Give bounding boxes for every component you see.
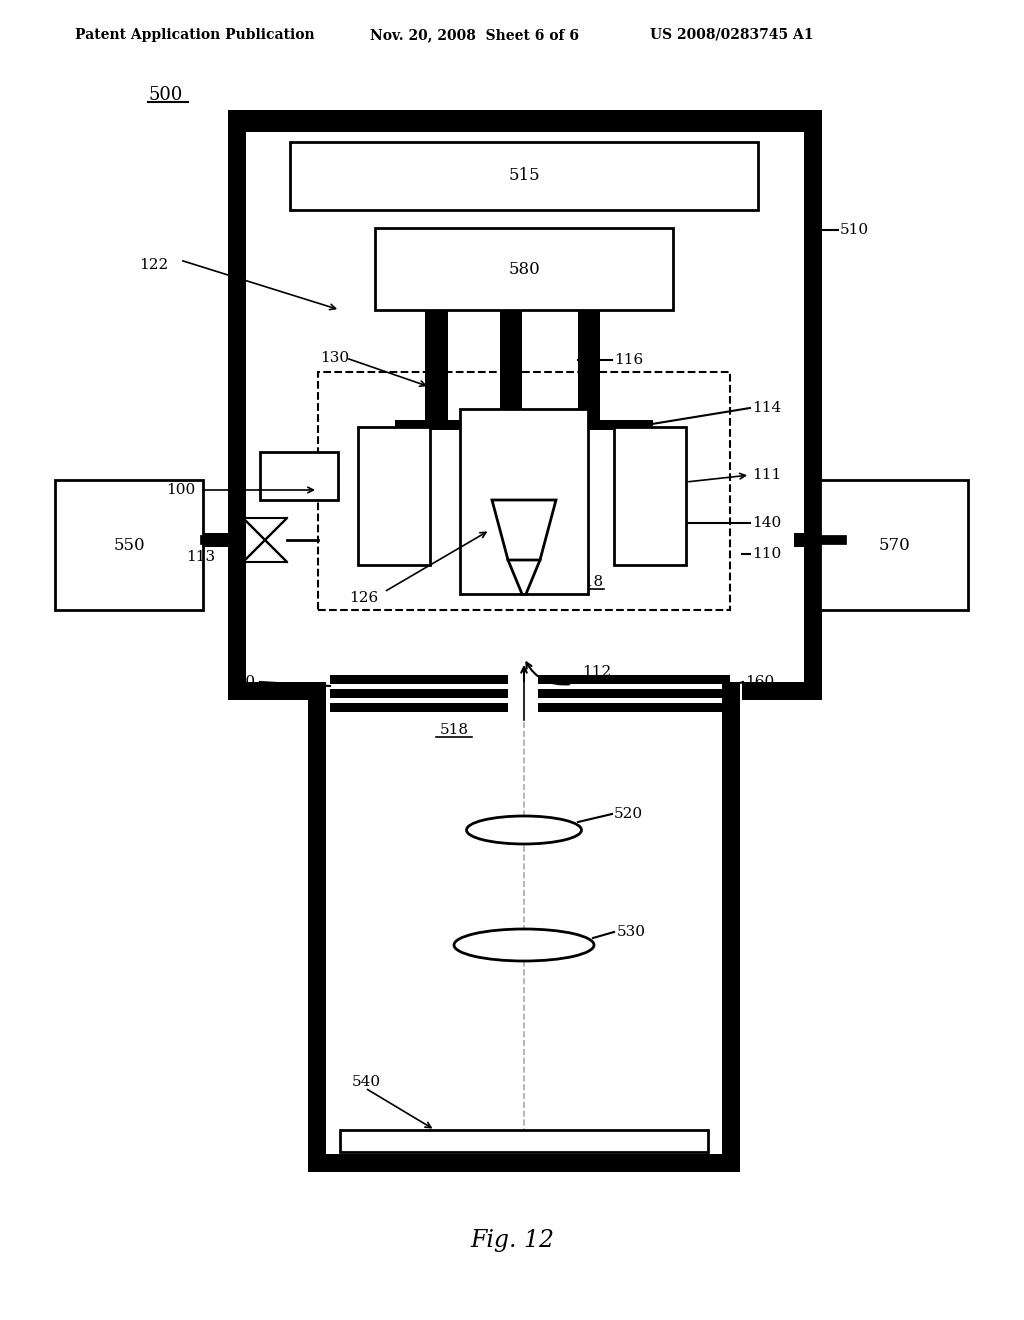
Bar	[55, 480, 203, 610]
Text: 112: 112	[582, 665, 611, 678]
Bar	[820, 480, 968, 610]
Bar	[228, 110, 822, 132]
Bar	[500, 310, 522, 425]
Text: 126: 126	[349, 591, 378, 605]
Text: 116: 116	[614, 352, 643, 367]
Text: 150: 150	[226, 675, 255, 689]
Bar	[538, 675, 730, 684]
Text: 530: 530	[617, 925, 646, 939]
Bar	[358, 426, 430, 565]
Text: 118: 118	[574, 576, 603, 589]
Text: 122: 122	[138, 257, 168, 272]
Bar	[804, 110, 822, 700]
Bar	[742, 682, 822, 700]
Text: 540: 540	[352, 1074, 381, 1089]
Text: 560: 560	[285, 469, 313, 483]
Bar	[538, 689, 730, 698]
Bar	[614, 426, 686, 565]
Text: 140: 140	[752, 516, 781, 531]
Ellipse shape	[467, 816, 582, 843]
Text: 100: 100	[166, 483, 195, 498]
Text: 515: 515	[508, 168, 540, 185]
Text: 570: 570	[879, 536, 910, 553]
Text: 580: 580	[508, 260, 540, 277]
Text: 550: 550	[114, 536, 144, 553]
Polygon shape	[492, 500, 556, 560]
Bar	[260, 451, 338, 500]
Text: US 2008/0283745 A1: US 2008/0283745 A1	[650, 28, 813, 42]
Bar	[538, 704, 730, 711]
Text: 518: 518	[440, 723, 469, 737]
Bar	[722, 682, 740, 1172]
Bar	[318, 372, 730, 610]
Text: Nov. 20, 2008  Sheet 6 of 6: Nov. 20, 2008 Sheet 6 of 6	[370, 28, 579, 42]
Text: 110: 110	[752, 546, 781, 561]
Bar	[330, 704, 508, 711]
Bar	[578, 310, 600, 425]
Bar	[375, 228, 673, 310]
Bar	[460, 409, 588, 594]
Bar	[203, 533, 228, 546]
Bar	[425, 310, 449, 425]
Bar	[794, 533, 819, 546]
Bar	[308, 682, 326, 1172]
Bar	[395, 420, 653, 430]
Text: 113: 113	[186, 550, 215, 564]
Bar	[330, 675, 508, 684]
Text: 111: 111	[752, 469, 781, 482]
Text: 160: 160	[745, 675, 774, 689]
Bar	[290, 143, 758, 210]
Bar	[340, 1130, 708, 1152]
Text: 520: 520	[614, 807, 643, 821]
Bar	[228, 682, 308, 700]
Text: 124: 124	[509, 447, 539, 462]
Text: 114: 114	[752, 401, 781, 414]
Bar	[330, 689, 508, 698]
Bar	[308, 1154, 740, 1172]
Text: 130: 130	[319, 351, 349, 366]
Text: Patent Application Publication: Patent Application Publication	[75, 28, 314, 42]
Bar	[228, 110, 246, 700]
Ellipse shape	[454, 929, 594, 961]
Text: 510: 510	[840, 223, 869, 238]
Text: 500: 500	[148, 86, 182, 104]
Polygon shape	[243, 517, 287, 562]
Text: Fig. 12: Fig. 12	[470, 1229, 554, 1251]
